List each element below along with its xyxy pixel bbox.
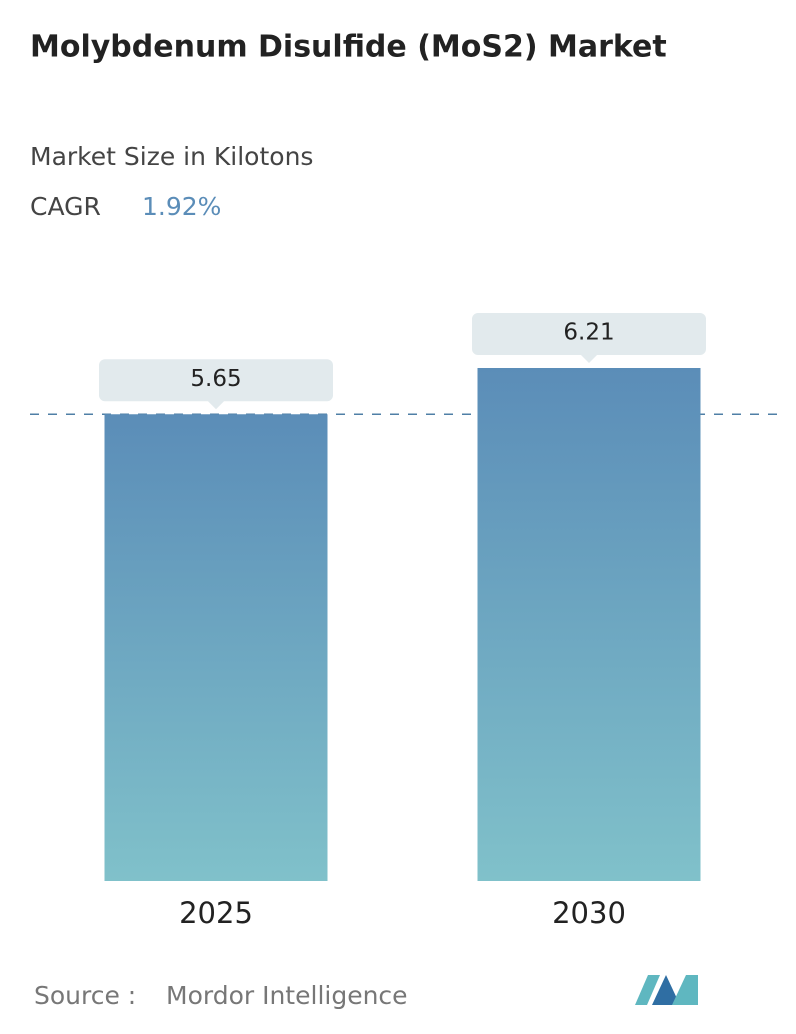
chart-subtitle: Market Size in Kilotons bbox=[30, 142, 313, 171]
cagr-label: CAGR bbox=[30, 192, 101, 221]
x-tick-label: 2025 bbox=[179, 896, 253, 930]
bar bbox=[477, 368, 701, 881]
bar bbox=[104, 414, 328, 881]
label-box bbox=[99, 359, 333, 410]
source-label: Source : bbox=[34, 981, 136, 1010]
source: Mordor Intelligence bbox=[166, 981, 408, 1010]
x-tick-label: 2030 bbox=[552, 896, 626, 930]
data-label: 5.65 bbox=[190, 366, 241, 392]
data-label: 6.21 bbox=[563, 320, 614, 346]
logo bbox=[635, 975, 698, 1005]
chart-title: Molybdenum Disulfide (MoS2) Market bbox=[30, 30, 667, 65]
label-box bbox=[472, 313, 706, 363]
cagr-value: 1.92% bbox=[142, 192, 221, 221]
